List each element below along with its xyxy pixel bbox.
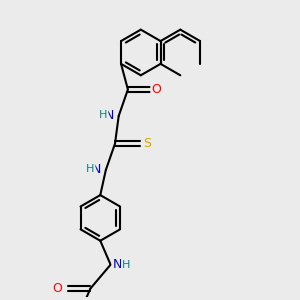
Text: N: N [112,258,122,271]
Text: S: S [143,137,151,150]
Text: H: H [86,164,94,174]
Text: O: O [151,83,161,96]
Text: N: N [92,163,101,176]
Text: O: O [52,282,62,295]
Text: N: N [105,109,114,122]
Text: H: H [99,110,107,120]
Text: H: H [122,260,130,270]
